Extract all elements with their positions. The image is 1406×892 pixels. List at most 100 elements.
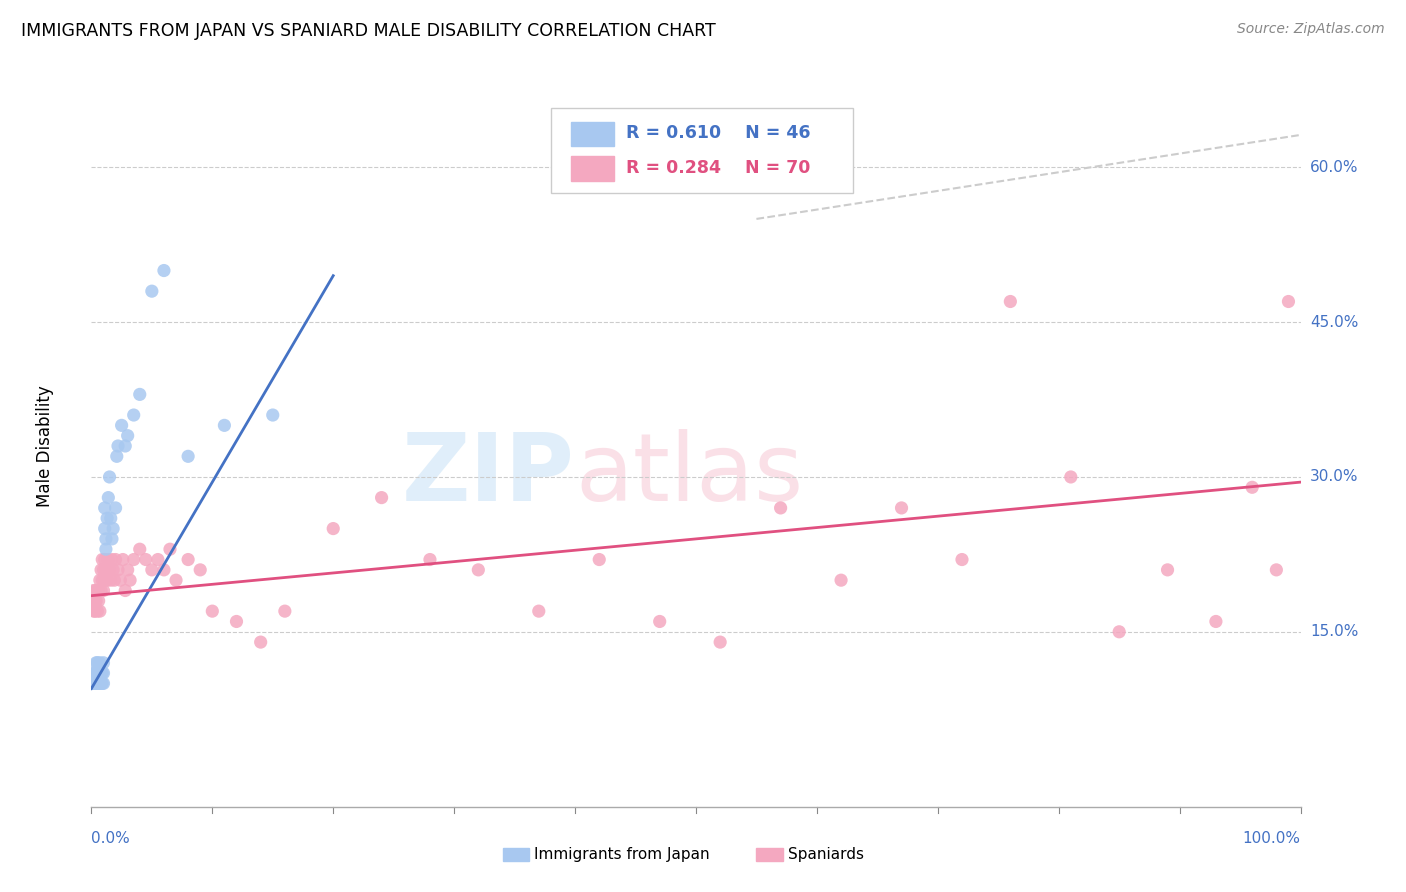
Point <box>111 418 132 433</box>
Text: atlas: atlas <box>575 429 803 521</box>
Text: R = 0.284    N = 70: R = 0.284 N = 70 <box>626 159 810 177</box>
Text: ZIP: ZIP <box>402 429 575 521</box>
Point <box>91 573 114 587</box>
Point <box>84 666 107 681</box>
Text: 30.0%: 30.0% <box>1310 469 1358 484</box>
Point <box>91 676 114 690</box>
Point <box>90 676 112 690</box>
Point <box>84 583 107 598</box>
Point <box>1277 294 1299 309</box>
Point <box>86 583 108 598</box>
Point <box>90 666 112 681</box>
Point <box>1265 563 1288 577</box>
Point <box>120 573 142 587</box>
Bar <box>571 156 614 181</box>
Point <box>84 666 107 681</box>
Point <box>114 439 136 453</box>
Point <box>89 604 111 618</box>
Point <box>110 573 132 587</box>
Point <box>87 594 110 608</box>
Point <box>153 263 176 277</box>
Point <box>86 656 108 670</box>
Point <box>117 563 139 577</box>
Text: Immigrants from Japan: Immigrants from Japan <box>534 847 710 863</box>
Point <box>90 583 112 598</box>
Point <box>128 387 150 401</box>
Point <box>527 604 550 618</box>
Point <box>188 563 211 577</box>
Text: Spaniards: Spaniards <box>787 847 863 863</box>
Point <box>1000 294 1022 309</box>
Text: Male Disability: Male Disability <box>37 385 55 507</box>
Point <box>322 522 344 536</box>
Point <box>101 563 124 577</box>
Point <box>83 666 105 681</box>
Point <box>225 615 247 629</box>
Point <box>89 676 111 690</box>
Point <box>94 532 117 546</box>
Point <box>84 676 107 690</box>
Point <box>104 500 127 515</box>
Point <box>101 532 124 546</box>
Point <box>94 563 117 577</box>
Point <box>890 500 912 515</box>
Point <box>1108 624 1130 639</box>
Point <box>82 676 104 690</box>
Point <box>93 552 115 566</box>
Point <box>107 563 129 577</box>
Point <box>122 408 145 422</box>
Point <box>86 666 108 681</box>
Bar <box>756 848 783 862</box>
Point <box>1156 563 1178 577</box>
Point <box>93 522 115 536</box>
Point <box>86 604 108 618</box>
Text: Source: ZipAtlas.com: Source: ZipAtlas.com <box>1237 22 1385 37</box>
Text: 0.0%: 0.0% <box>91 831 131 847</box>
Point <box>96 511 118 525</box>
Point <box>114 583 136 598</box>
Text: 15.0%: 15.0% <box>1310 624 1358 640</box>
Point <box>104 552 127 566</box>
Point <box>83 583 105 598</box>
Point <box>84 594 107 608</box>
Point <box>91 666 114 681</box>
Point <box>165 573 187 587</box>
Point <box>89 656 111 670</box>
Point <box>122 552 145 566</box>
Point <box>87 583 110 598</box>
Point <box>588 552 610 566</box>
Point <box>82 594 104 608</box>
Point <box>107 439 129 453</box>
Point <box>98 470 121 484</box>
Text: 60.0%: 60.0% <box>1310 160 1358 175</box>
Point <box>97 491 120 505</box>
Point <box>467 563 489 577</box>
Point <box>177 450 200 464</box>
Point <box>950 552 973 566</box>
Point <box>101 552 124 566</box>
Point <box>103 573 125 587</box>
FancyBboxPatch shape <box>551 108 853 194</box>
Point <box>87 666 110 681</box>
Point <box>830 573 852 587</box>
Point <box>1205 615 1227 629</box>
Point <box>135 552 157 566</box>
Point <box>141 284 163 298</box>
Bar <box>571 121 614 146</box>
Point <box>84 594 107 608</box>
Point <box>100 573 122 587</box>
Point <box>97 552 120 566</box>
Point <box>370 491 392 505</box>
Point <box>111 552 134 566</box>
Point <box>98 563 121 577</box>
Point <box>141 563 163 577</box>
Point <box>93 500 115 515</box>
Point <box>96 573 118 587</box>
Point <box>93 563 115 577</box>
Point <box>89 666 111 681</box>
Point <box>84 604 107 618</box>
Point <box>769 500 792 515</box>
Point <box>1060 470 1083 484</box>
Point <box>249 635 271 649</box>
Point <box>648 615 671 629</box>
